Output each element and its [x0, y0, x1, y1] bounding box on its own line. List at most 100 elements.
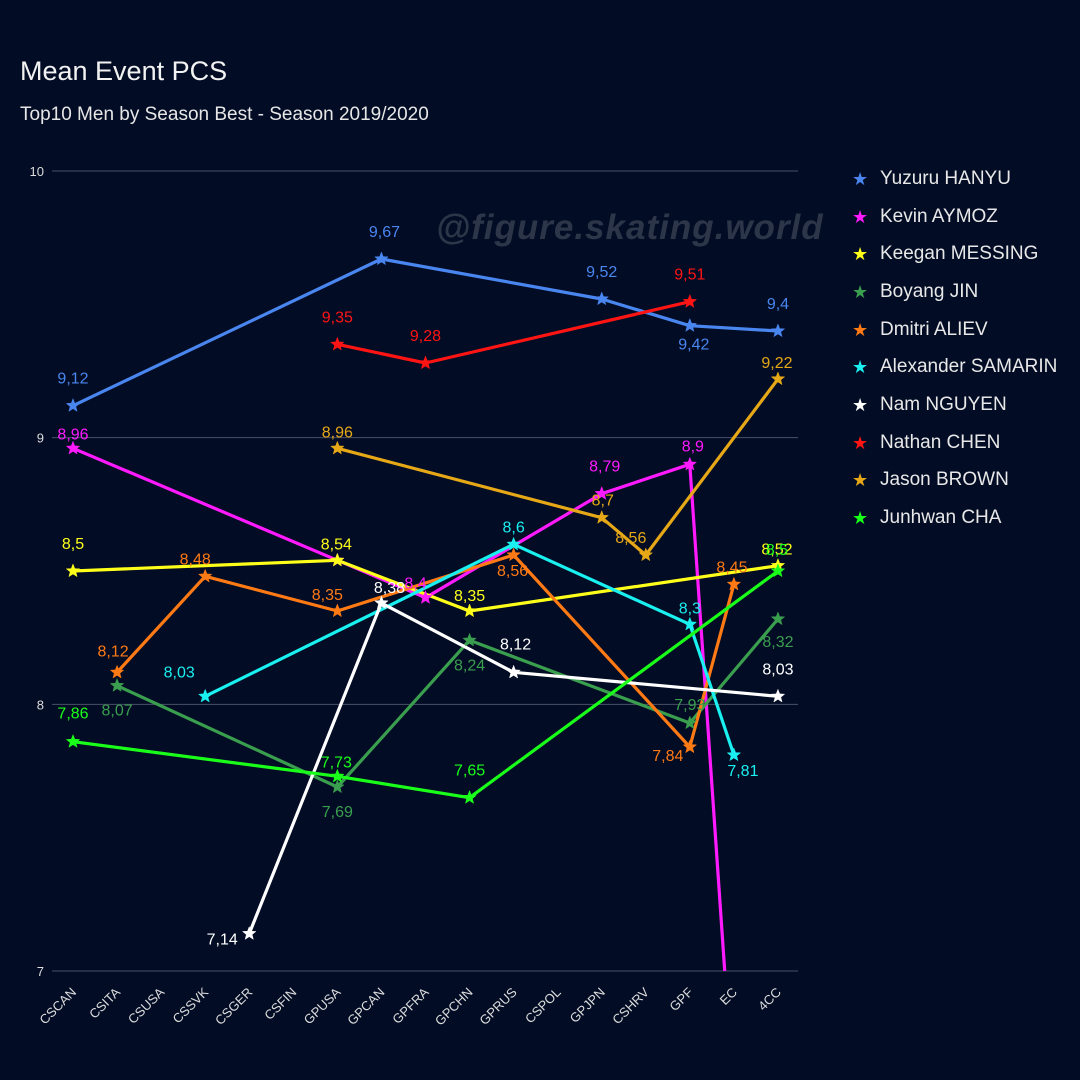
x-tick-label: CSGER	[212, 985, 255, 1028]
legend-item[interactable]: ★ Dmitri ALIEV	[852, 311, 1057, 349]
x-tick-label: CSFIN	[261, 985, 299, 1023]
data-label: 8,12	[500, 636, 531, 653]
data-point	[682, 317, 698, 332]
data-label: 8,79	[589, 459, 620, 476]
star-icon: ★	[852, 244, 869, 265]
data-label: 8,7	[592, 493, 614, 510]
legend-label: Nam NGUYEN	[880, 393, 1007, 415]
star-icon: ★	[852, 357, 869, 378]
data-point	[197, 688, 213, 703]
data-label: 9,67	[369, 224, 400, 241]
legend-label: Yuzuru HANYU	[880, 167, 1011, 189]
data-label: 8,03	[164, 664, 195, 681]
data-label: 7,69	[322, 804, 353, 821]
star-icon: ★	[852, 281, 869, 302]
data-label: 7,84	[652, 748, 683, 765]
series-line-nam-nguyen	[247, 601, 779, 935]
legend-item[interactable]: ★ Alexander SAMARIN	[852, 348, 1057, 386]
data-point	[682, 456, 698, 471]
data-point	[374, 251, 389, 266]
data-point	[506, 547, 521, 562]
data-label: 8,6	[502, 519, 524, 536]
data-label: 7,14	[207, 932, 238, 949]
chart-title: Mean Event PCS	[20, 56, 228, 86]
x-tick-label: CSPOL	[522, 985, 564, 1027]
data-label: 8,35	[312, 587, 343, 604]
y-tick-label: 9	[37, 431, 44, 446]
x-tick-label: 4CC	[755, 985, 784, 1014]
data-label: 9,22	[761, 355, 792, 372]
x-tick-label: GPUSA	[301, 984, 344, 1027]
data-label: 8,32	[762, 634, 793, 651]
data-label: 7,81	[727, 763, 758, 780]
data-point	[330, 336, 345, 351]
data-label: 8,07	[101, 703, 132, 720]
star-icon: ★	[852, 168, 869, 189]
data-label: 9,12	[57, 371, 88, 388]
legend-label: Alexander SAMARIN	[880, 356, 1058, 378]
data-point	[682, 616, 698, 631]
data-point	[770, 371, 786, 386]
series-line-keegan-messing	[72, 558, 779, 613]
data-point	[726, 747, 742, 762]
data-label: 8,54	[321, 536, 352, 553]
data-point	[770, 563, 786, 578]
legend-label: Kevin AYMOZ	[880, 205, 998, 227]
data-point	[682, 293, 698, 308]
data-point	[770, 611, 786, 626]
legend-item[interactable]: ★ Nam NGUYEN	[852, 386, 1057, 424]
data-point	[682, 739, 698, 754]
data-label: 8,9	[682, 438, 704, 455]
data-point	[109, 677, 125, 692]
data-label: 8,96	[322, 424, 353, 441]
x-tick-label: GPFRA	[389, 984, 432, 1027]
legend-item[interactable]: ★ Yuzuru HANYU	[852, 160, 1057, 198]
data-point	[638, 547, 654, 562]
data-point	[418, 355, 433, 370]
star-icon: ★	[852, 432, 869, 453]
legend-label: Dmitri ALIEV	[880, 318, 988, 340]
legend-item[interactable]: ★ Keegan MESSING	[852, 235, 1057, 273]
data-label: 8,56	[497, 563, 528, 580]
data-label: 9,42	[678, 337, 709, 354]
data-point	[65, 440, 81, 455]
data-point	[462, 603, 477, 618]
data-point	[462, 632, 477, 647]
x-tick-label: GPJPN	[567, 985, 608, 1026]
watermark: @figure.skating.world	[436, 208, 824, 247]
x-tick-label: GPRUS	[476, 984, 520, 1028]
data-point	[770, 323, 786, 338]
data-label: 8,03	[762, 661, 793, 678]
data-label: 8,48	[180, 551, 211, 568]
data-point	[682, 715, 698, 730]
legend-item[interactable]: ★ Nathan CHEN	[852, 424, 1057, 462]
data-point	[418, 589, 433, 604]
data-point	[594, 509, 610, 524]
legend-label: Jason BROWN	[880, 469, 1009, 491]
data-point	[770, 688, 786, 703]
star-icon: ★	[852, 508, 869, 529]
data-label: 7,73	[321, 754, 352, 771]
legend-label: Junhwan CHA	[880, 507, 1002, 529]
data-label: 9,28	[410, 328, 441, 345]
data-point	[330, 768, 345, 783]
data-point	[241, 925, 257, 940]
series-line-jason-brown	[336, 378, 780, 557]
star-icon: ★	[852, 206, 869, 227]
data-label: 8,52	[761, 542, 792, 559]
data-point	[65, 563, 81, 578]
chart-subtitle: Top10 Men by Season Best - Season 2019/2…	[20, 104, 429, 125]
x-tick-label: CSITA	[86, 984, 123, 1021]
data-point	[197, 568, 213, 583]
legend-item[interactable]: ★ Kevin AYMOZ	[852, 198, 1057, 236]
data-label: 8,96	[57, 426, 88, 443]
star-icon: ★	[852, 394, 869, 415]
legend-item[interactable]: ★ Jason BROWN	[852, 462, 1057, 500]
legend-label: Boyang JIN	[880, 280, 979, 302]
legend-item[interactable]: ★ Boyang JIN	[852, 273, 1057, 311]
data-point	[374, 595, 389, 610]
legend-item[interactable]: ★ Junhwan CHA	[852, 499, 1057, 537]
data-label: 8,38	[374, 580, 405, 597]
data-label: 9,35	[322, 309, 353, 326]
